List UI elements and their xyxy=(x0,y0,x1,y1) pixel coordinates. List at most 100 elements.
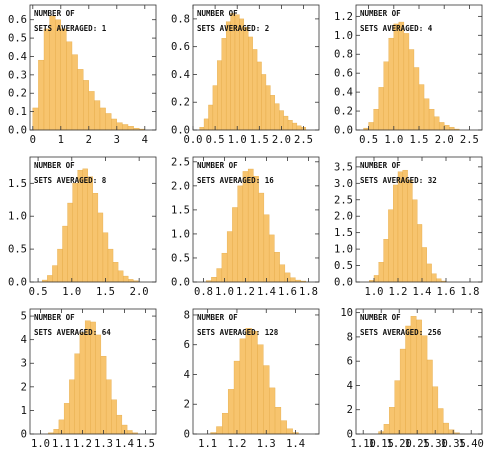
histogram-panel: 0.0 0.2 0.4 0.6 0.8 0.0 0.5 1.0 1.5 2.0 2.5 NUMBER … xyxy=(163,0,326,152)
sets-averaged-annotation: NUMBER OF xyxy=(197,9,238,18)
histogram-bar xyxy=(292,122,298,131)
y-tick-label: 10 xyxy=(340,307,353,319)
histogram-bar xyxy=(280,420,287,435)
histogram-bar xyxy=(203,118,209,131)
x-tick-label: 1 xyxy=(58,134,64,146)
histogram-panel: 0 2 4 6 8 1.1 1.2 1.3 1.4 NUMBER OF SETS AVERAGED:… xyxy=(163,304,326,456)
histogram-bar xyxy=(426,263,432,283)
histogram-svg: 0.0 0.2 0.4 0.6 0.8 1.0 1.2 0.5 1.0 1.5 2.0 2.5 NUMB… xyxy=(334,4,483,146)
histogram-bar xyxy=(296,125,302,131)
x-tick-label: 1.30 xyxy=(423,438,448,450)
plot-frame xyxy=(192,308,320,435)
y-tick-label: 1.2 xyxy=(334,11,353,23)
histogram-bar xyxy=(269,387,276,435)
y-tick-label: 0.1 xyxy=(8,106,27,118)
y-tick-label: 0.2 xyxy=(334,106,353,118)
histogram-bar xyxy=(378,87,384,131)
histogram-bar xyxy=(127,126,134,131)
histogram-bar xyxy=(421,335,428,435)
x-tick-label: 1.0 xyxy=(228,134,247,146)
plot-frame xyxy=(192,156,320,283)
histogram-bar xyxy=(232,207,238,283)
histogram-bar xyxy=(417,224,423,283)
histogram-bar xyxy=(279,264,286,283)
sets-averaged-annotation: SETS AVERAGED: 128 xyxy=(197,328,279,337)
histogram-bar xyxy=(47,275,53,283)
histogram-bar xyxy=(100,355,107,435)
histogram-panel: 0.0 0.5 1.0 1.5 0.5 1.0 1.5 2.0 NUMBER OF SETS AV… xyxy=(0,152,163,304)
x-tick-label: 1.2 xyxy=(227,438,246,450)
y-tick-label: 2.5 xyxy=(171,156,190,168)
histogram-bar xyxy=(378,262,384,283)
histogram-bar xyxy=(87,176,94,283)
x-tick-label: 1.0 xyxy=(215,286,234,298)
histogram-bar xyxy=(263,214,270,283)
histogram-bar xyxy=(247,168,254,283)
x-tick-label: 0.8 xyxy=(194,286,213,298)
histogram-bar xyxy=(212,85,218,131)
histogram-bar xyxy=(221,38,227,131)
histogram-bar xyxy=(393,23,400,131)
histogram-bar xyxy=(428,108,435,131)
histogram-bar xyxy=(383,239,389,283)
histogram-svg: 0 1 2 3 4 5 1.0 1.1 1.2 1.3 1.4 1.5 NUMBER OF SETS AV… xyxy=(21,308,157,450)
y-tick-label: 0 xyxy=(184,429,190,441)
plot-frame xyxy=(192,4,320,131)
histogram-bar xyxy=(256,61,262,131)
histogram-bar xyxy=(126,430,133,435)
histogram-bar xyxy=(239,338,246,435)
x-tick-label: 0.0 xyxy=(184,134,203,146)
histogram-bar xyxy=(368,122,374,131)
histogram-bar xyxy=(286,428,293,435)
histogram-bar xyxy=(226,231,233,283)
histogram-bar xyxy=(287,120,293,131)
y-tick-label: 5 xyxy=(21,311,27,323)
sets-averaged-annotation: SETS AVERAGED: 2 xyxy=(197,24,269,33)
x-tick-label: 1.6 xyxy=(437,286,456,298)
y-tick-label: 2.5 xyxy=(334,194,353,206)
histogram-bar xyxy=(90,321,96,435)
histogram-bar xyxy=(408,49,415,131)
histogram-svg: 0.0 0.5 1.0 1.5 2.0 2.5 3.0 3.5 1.0 1.2 1.4 1.6 1.8 N… xyxy=(334,156,483,298)
y-tick-label: 1.0 xyxy=(334,30,353,42)
sets-averaged-annotation: SETS AVERAGED: 32 xyxy=(360,176,437,185)
histogram-bar xyxy=(444,125,450,131)
y-tick-label: 2.0 xyxy=(171,180,190,192)
histogram-bar xyxy=(216,268,223,283)
histogram-bar xyxy=(407,179,413,283)
histogram-bar xyxy=(373,108,379,131)
x-tick-label: 0.5 xyxy=(359,134,378,146)
x-tick-label: 2.0 xyxy=(435,134,454,146)
histogram-bar xyxy=(253,176,259,283)
x-tick-label: 1.20 xyxy=(387,438,412,450)
x-tick-label: 1.0 xyxy=(365,286,384,298)
x-tick-label: 1.0 xyxy=(384,134,403,146)
histogram-panel: 0.0 0.5 1.0 1.5 2.0 2.5 3.0 3.5 1.0 1.2 1.4 1.6 1.8 N… xyxy=(326,152,488,304)
y-tick-label: 0.3 xyxy=(8,69,27,81)
x-tick-label: 1.6 xyxy=(278,286,297,298)
x-tick-label: 1.5 xyxy=(96,286,115,298)
y-tick-label: 0.2 xyxy=(171,97,190,109)
y-tick-label: 0.4 xyxy=(8,51,27,63)
y-tick-label: 1 xyxy=(21,405,27,417)
y-tick-label: 2 xyxy=(184,399,190,411)
histogram-panel: 0.0 0.5 1.0 1.5 2.0 2.5 0.8 1.0 1.2 1.4 1.6 1.8 NUMB… xyxy=(163,152,326,304)
histogram-bar xyxy=(92,193,99,283)
histogram-bar xyxy=(433,116,440,131)
x-tick-label: 0.5 xyxy=(206,134,225,146)
histogram-bar xyxy=(77,69,84,131)
histogram-bar xyxy=(225,21,231,131)
histogram-bar xyxy=(97,212,104,283)
y-tick-label: 0 xyxy=(21,429,27,441)
histogram-bar xyxy=(389,407,395,435)
histogram-bar xyxy=(274,103,280,131)
histogram-bar xyxy=(55,19,61,131)
x-tick-label: 1.2 xyxy=(236,286,255,298)
x-tick-label: 2.5 xyxy=(294,134,313,146)
histogram-bar xyxy=(105,379,112,435)
y-tick-label: 4 xyxy=(21,334,27,346)
sets-averaged-annotation: SETS AVERAGED: 1 xyxy=(34,24,107,33)
y-tick-label: 2 xyxy=(347,404,353,416)
